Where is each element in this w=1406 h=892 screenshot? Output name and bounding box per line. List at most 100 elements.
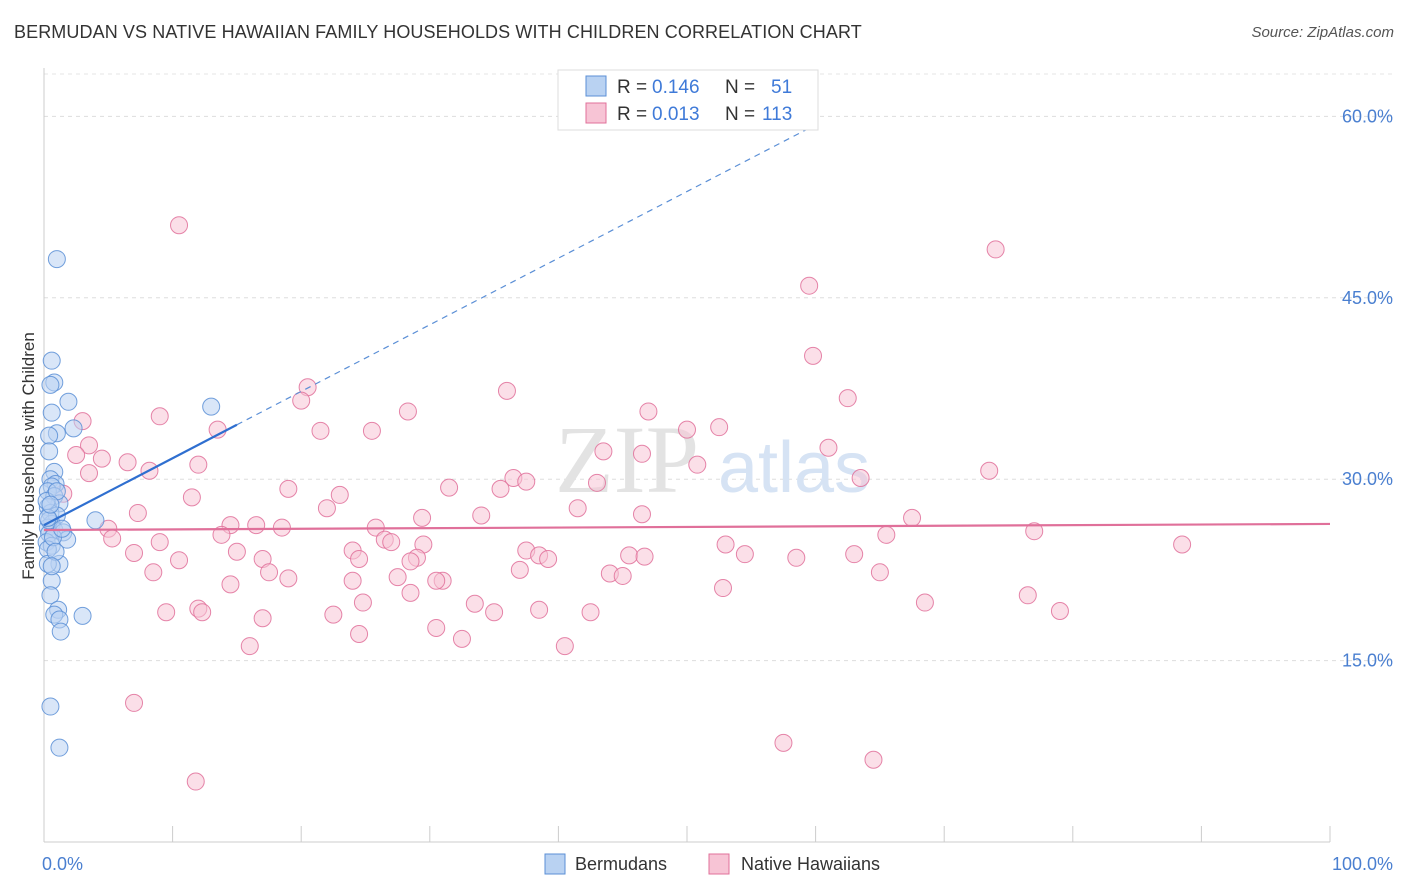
data-point	[80, 464, 99, 483]
legend-swatch-native-hawaiians	[585, 102, 607, 124]
data-point	[714, 579, 733, 598]
legend-swatch-bermudans	[585, 75, 607, 97]
legend-r-value-2: 0.013	[652, 104, 700, 125]
data-point	[350, 624, 369, 643]
data-point	[253, 609, 272, 628]
data-point	[86, 511, 105, 530]
data-point	[497, 381, 516, 400]
data-point	[150, 533, 169, 552]
data-point	[311, 421, 330, 440]
data-point	[587, 473, 606, 492]
legend-r-label-2: R =	[617, 104, 647, 125]
legend-n-value-2: 113	[762, 104, 792, 125]
data-point	[42, 403, 61, 422]
data-point	[221, 575, 240, 594]
trend-line-native-hawaiians	[43, 522, 1331, 532]
data-point	[1173, 535, 1192, 554]
watermark-zip: ZIP	[555, 406, 699, 513]
data-point	[568, 499, 587, 518]
legend-bottom-swatch-bermudans	[544, 853, 566, 875]
data-point	[362, 421, 381, 440]
data-point	[189, 455, 208, 474]
data-point	[851, 468, 870, 487]
data-point	[247, 516, 266, 535]
data-point	[980, 461, 999, 480]
trend-lines	[43, 124, 1331, 532]
data-point	[144, 563, 163, 582]
data-point	[613, 566, 632, 585]
data-point	[41, 375, 60, 394]
data-point	[324, 605, 343, 624]
chart-title: BERMUDAN VS NATIVE HAWAIIAN FAMILY HOUSE…	[14, 22, 862, 42]
data-point	[581, 603, 600, 622]
gridlines	[44, 73, 1394, 662]
legend-top: R = 0.146 N = 51 R = 0.013 N = 113	[557, 69, 819, 131]
data-point	[485, 603, 504, 622]
data-point	[343, 571, 362, 590]
y-tick-label: 30.0%	[1342, 469, 1393, 489]
data-point	[382, 533, 401, 552]
data-point	[517, 472, 536, 491]
data-point	[620, 546, 639, 565]
legend-n-label-2: N =	[725, 104, 755, 125]
data-point	[50, 738, 69, 757]
data-point	[40, 426, 59, 445]
data-point	[125, 693, 144, 712]
data-point	[317, 499, 336, 518]
data-point	[193, 603, 212, 622]
data-point	[272, 518, 291, 537]
data-point	[125, 543, 144, 562]
data-point	[73, 606, 92, 625]
data-point	[212, 525, 231, 544]
data-point	[594, 442, 613, 461]
legend-r-label-1: R =	[617, 77, 647, 98]
series-native-hawaiians	[54, 216, 1192, 791]
data-point	[401, 583, 420, 602]
data-point	[330, 485, 349, 504]
data-point	[227, 542, 246, 561]
data-point	[413, 508, 432, 527]
data-point	[186, 772, 205, 791]
data-point	[41, 697, 60, 716]
data-point	[1050, 602, 1069, 621]
data-point	[845, 545, 864, 564]
data-point	[539, 550, 558, 569]
data-point	[401, 552, 420, 571]
trend-line-bermudans	[43, 423, 238, 527]
data-point	[877, 525, 896, 544]
data-point	[678, 420, 696, 439]
data-point	[128, 504, 147, 523]
data-point	[59, 392, 78, 411]
data-point	[353, 593, 372, 612]
data-point	[51, 622, 70, 641]
legend-r-value-1: 0.146	[652, 77, 700, 98]
data-point	[157, 603, 176, 622]
legend-bottom-label-bermudans: Bermudans	[575, 854, 667, 874]
x-tick-label: 0.0%	[42, 854, 83, 874]
data-point	[716, 535, 735, 554]
data-point	[472, 506, 491, 525]
legend-n-value-1: 51	[771, 77, 792, 98]
data-point	[427, 571, 446, 590]
data-point	[510, 560, 529, 579]
data-point	[819, 438, 838, 457]
data-point	[465, 594, 484, 613]
y-tick-label: 15.0%	[1342, 651, 1393, 671]
data-point	[800, 276, 819, 295]
data-point	[170, 551, 189, 570]
data-point	[47, 250, 66, 269]
data-point	[118, 453, 137, 472]
data-point	[710, 418, 729, 437]
chart-source: Source: ZipAtlas.com	[1251, 24, 1394, 41]
data-point	[632, 505, 651, 524]
data-point	[150, 407, 169, 426]
data-point	[40, 442, 59, 461]
data-point	[41, 586, 60, 605]
data-point	[92, 449, 111, 468]
data-point	[1025, 522, 1044, 541]
watermark-atlas: atlas	[718, 428, 870, 508]
data-point	[639, 402, 658, 421]
x-tick-label: 100.0%	[1332, 854, 1393, 874]
y-tick-label: 60.0%	[1342, 106, 1393, 126]
legend-bottom: Bermudans Native Hawaiians	[544, 853, 880, 875]
